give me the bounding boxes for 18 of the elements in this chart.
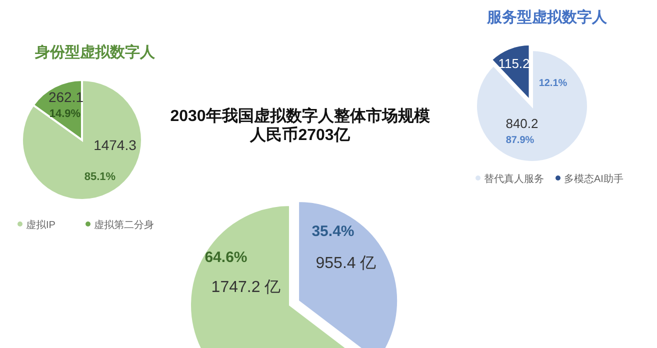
legend-label: 替代真人服务 xyxy=(484,173,544,185)
data-label: 115.2 xyxy=(498,56,530,71)
data-label: 1747.2 亿 xyxy=(211,279,281,296)
text: 87.9% xyxy=(506,135,534,146)
text: 85.1% xyxy=(84,171,116,183)
data-label: 955.4 亿 xyxy=(316,255,376,272)
data-label: 840.2 xyxy=(506,116,538,131)
chart-title: 2030年我国虚拟数字人整体市场规模人民币2703亿 xyxy=(170,106,430,144)
text: 35.4% xyxy=(312,223,354,240)
data-label: 1474.3 xyxy=(94,137,137,153)
legend-label: 虚拟IP xyxy=(26,219,56,231)
legend-label: 虚拟第二分身 xyxy=(94,219,154,231)
text: 14.9% xyxy=(49,108,81,120)
text: 12.1% xyxy=(538,78,568,89)
chart-title: 服务型虚拟数字人 xyxy=(486,8,608,26)
legend-label: 多模态AI助手 xyxy=(564,173,624,185)
text: 64.6% xyxy=(204,249,248,266)
chart-title: 身份型虚拟数字人 xyxy=(34,43,156,61)
